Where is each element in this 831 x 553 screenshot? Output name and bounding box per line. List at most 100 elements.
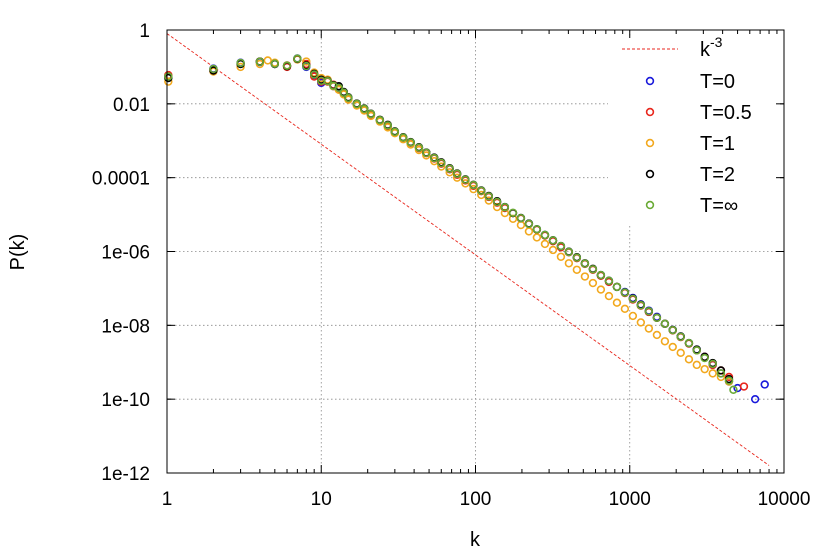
y-tick-label: 0.0001 (92, 169, 150, 190)
legend-reference-exponent: -3 (710, 34, 723, 50)
data-point (540, 230, 550, 240)
data-point (556, 241, 566, 251)
reference-line-layer (166, 33, 770, 466)
legend: k-3 T=0 T=0.5 T=1 T=2 T=∞ (608, 34, 780, 226)
grid (167, 30, 784, 473)
legend-background (608, 36, 780, 226)
y-tick-label: 0.01 (113, 95, 150, 116)
data-point (236, 62, 245, 72)
data-point (334, 83, 344, 93)
data-point (532, 233, 542, 242)
data-point (508, 208, 518, 217)
data-point (708, 359, 717, 369)
data-point (352, 99, 361, 109)
data-point (628, 311, 638, 321)
data-point (628, 294, 638, 304)
data-point (612, 298, 622, 307)
data-point (548, 236, 558, 245)
data-point (422, 148, 431, 158)
data-point (700, 353, 709, 363)
data-point (339, 88, 348, 97)
data-point (293, 54, 302, 63)
legend-swatch-3 (645, 169, 655, 179)
data-point (588, 265, 598, 274)
axis-tick-labels: 1 10 100 1000 10000 1 0.01 0.0001 1e-06 1e-08 1e-1… (92, 21, 811, 510)
legend-label-0: T=0 (700, 71, 735, 93)
data-point (414, 143, 424, 152)
series-2 (164, 55, 734, 386)
data-point (692, 346, 701, 355)
data-point (302, 57, 311, 66)
data-point (469, 180, 478, 190)
data-point (739, 382, 749, 391)
data-point (716, 366, 726, 375)
data-point (572, 265, 582, 274)
data-point (209, 64, 218, 74)
data-point (532, 225, 542, 234)
legend-swatch-1 (645, 107, 655, 117)
data-point (399, 133, 408, 142)
data-point (309, 70, 319, 79)
data-point (676, 332, 685, 341)
legend-swatch-2 (645, 138, 655, 148)
data-point (668, 325, 677, 335)
data-point (270, 59, 280, 68)
data-point (484, 192, 494, 201)
data-point (430, 153, 439, 163)
data-point (548, 245, 558, 255)
data-point (580, 272, 590, 281)
data-point (692, 360, 701, 370)
data-point (724, 376, 734, 385)
data-point (644, 307, 654, 316)
data-point (684, 355, 694, 364)
data-point (556, 252, 566, 261)
data-point (375, 116, 385, 125)
y-axis-title: P(k) (7, 234, 29, 271)
data-point (492, 197, 502, 207)
data-point (700, 364, 709, 374)
legend-label-3: T=2 (700, 164, 735, 186)
data-point (500, 203, 510, 212)
data-point (164, 72, 173, 81)
series-4 (164, 54, 738, 394)
data-point (263, 56, 272, 65)
legend-swatch-4 (645, 200, 655, 210)
legend-label-2: T=1 (700, 133, 735, 155)
data-point (344, 93, 353, 103)
data-point (477, 186, 486, 196)
x-tick-label: 1 (162, 489, 173, 510)
data-point (452, 173, 462, 182)
data-point (760, 380, 769, 389)
data-point (596, 270, 606, 280)
data-point (437, 162, 446, 171)
data-point (282, 61, 292, 70)
legend-label-1: T=0.5 (700, 102, 752, 124)
data-point (580, 259, 590, 268)
data-point (540, 239, 550, 249)
data-point (236, 58, 245, 68)
data-point (620, 304, 630, 314)
x-tick-label: 100 (460, 489, 492, 510)
data-point (461, 179, 470, 188)
y-tick-label: 1e-10 (101, 390, 150, 411)
data-point (445, 164, 454, 173)
reference-line-k-minus-3 (166, 33, 770, 466)
y-tick-label: 1e-08 (101, 316, 150, 337)
data-point (716, 369, 726, 378)
legend-swatch-0 (645, 76, 655, 86)
data-point (516, 213, 526, 223)
data-point (612, 282, 622, 292)
data-point (588, 278, 598, 288)
data-point (323, 77, 332, 86)
x-tick-label: 10 (311, 489, 332, 510)
data-point (652, 313, 662, 322)
axis-ticks (166, 29, 785, 474)
data-point (636, 318, 646, 327)
data-point (729, 385, 738, 394)
data-point (660, 319, 670, 329)
data-point (604, 276, 614, 286)
data-point (564, 259, 574, 268)
data-point (452, 169, 462, 179)
legend-reference-label: k-3 (700, 34, 723, 61)
